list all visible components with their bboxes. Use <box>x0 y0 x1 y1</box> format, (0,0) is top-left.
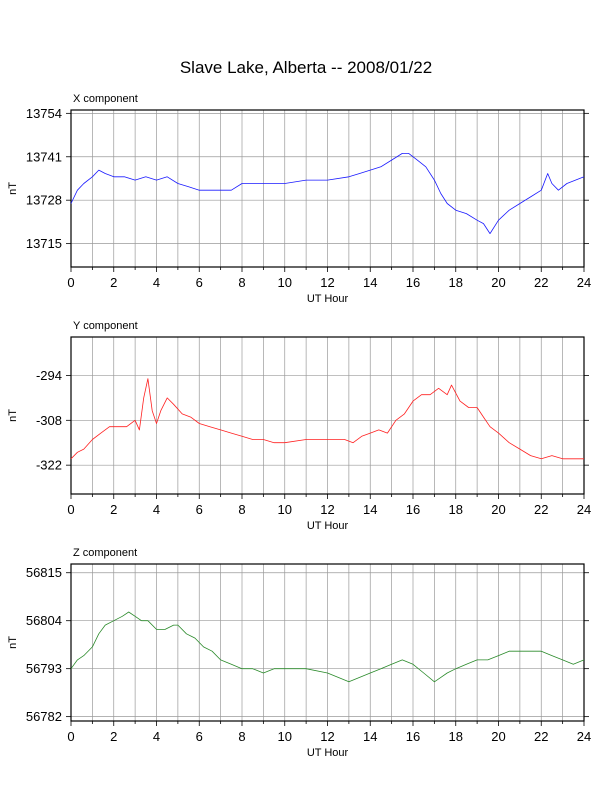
x-tick-label: 18 <box>449 275 463 290</box>
x-tick-label: 16 <box>406 502 420 517</box>
y-tick-label: 56782 <box>26 709 62 724</box>
plot-frame <box>70 109 585 268</box>
x-tick-label: 12 <box>320 502 334 517</box>
x-tick-label: 20 <box>491 729 505 744</box>
x-tick-label: 10 <box>278 729 292 744</box>
y-tick-label: 13741 <box>26 149 62 164</box>
plot-frame <box>70 336 585 495</box>
x-tick-label: 6 <box>196 275 203 290</box>
x-tick-label: 22 <box>534 275 548 290</box>
y-axis-label: nT <box>7 182 19 195</box>
y-tick-label: 13728 <box>26 193 62 208</box>
y-tick-label: 56815 <box>26 565 62 580</box>
x-tick-label: 20 <box>491 502 505 517</box>
x-tick-label: 6 <box>196 502 203 517</box>
y-tick-label: 56793 <box>26 661 62 676</box>
x-tick-label: 4 <box>153 502 160 517</box>
y-tick-label: -308 <box>36 413 62 428</box>
x-tick-label: 6 <box>196 729 203 744</box>
x-component-panel: 0 2 4 6 8 10 12 14 16 18 20 22 241375413741137281371… <box>7 93 591 305</box>
y-tick-label: -294 <box>36 368 62 383</box>
chart-title: Slave Lake, Alberta -- 2008/01/22 <box>179 58 433 77</box>
x-axis-label: UT Hour <box>307 520 349 532</box>
x-axis-label: UT Hour <box>307 747 349 759</box>
x-tick-label: 22 <box>534 502 548 517</box>
x-tick-label: 14 <box>363 729 377 744</box>
x-tick-label: 2 <box>110 275 117 290</box>
x-tick-label: 12 <box>320 275 334 290</box>
x-tick-label: 18 <box>449 502 463 517</box>
x-tick-label: 14 <box>363 502 377 517</box>
x-tick-label: 8 <box>238 502 245 517</box>
x-tick-label: 10 <box>278 275 292 290</box>
panel-label: Z component <box>73 547 137 559</box>
z-component-panel: 0 2 4 6 8 10 12 14 16 18 20 22 245681556804567935678… <box>7 547 591 759</box>
plot-frame <box>70 563 585 722</box>
x-axis-label: UT Hour <box>307 293 349 305</box>
x-tick-label: 24 <box>577 275 591 290</box>
y-tick-label: 13754 <box>26 106 62 121</box>
x-tick-label: 0 <box>67 729 74 744</box>
x-tick-label: 0 <box>67 502 74 517</box>
x-tick-label: 22 <box>534 729 548 744</box>
x-tick-label: 24 <box>577 502 591 517</box>
x-tick-label: 24 <box>577 729 591 744</box>
x-tick-label: 8 <box>238 275 245 290</box>
x-tick-label: 20 <box>491 275 505 290</box>
y-axis-label: nT <box>7 409 19 422</box>
data-series-line <box>70 378 584 460</box>
y-tick-label: -322 <box>36 458 62 473</box>
y-axis-label: nT <box>7 636 19 649</box>
y-tick-label: 13715 <box>26 236 62 251</box>
data-series-line <box>70 152 585 235</box>
x-tick-label: 16 <box>406 729 420 744</box>
x-tick-label: 14 <box>363 275 377 290</box>
x-tick-label: 4 <box>153 275 160 290</box>
x-tick-label: 18 <box>449 729 463 744</box>
x-tick-label: 12 <box>320 729 334 744</box>
y-tick-label: 56804 <box>26 613 62 628</box>
data-series-line <box>70 611 585 683</box>
x-tick-label: 2 <box>110 502 117 517</box>
panel-label: X component <box>73 93 138 105</box>
x-tick-label: 0 <box>67 275 74 290</box>
x-tick-label: 16 <box>406 275 420 290</box>
x-tick-label: 8 <box>238 729 245 744</box>
panel-label: Y component <box>73 320 138 332</box>
x-tick-label: 2 <box>110 729 117 744</box>
x-tick-label: 10 <box>278 502 292 517</box>
x-tick-label: 4 <box>153 729 160 744</box>
